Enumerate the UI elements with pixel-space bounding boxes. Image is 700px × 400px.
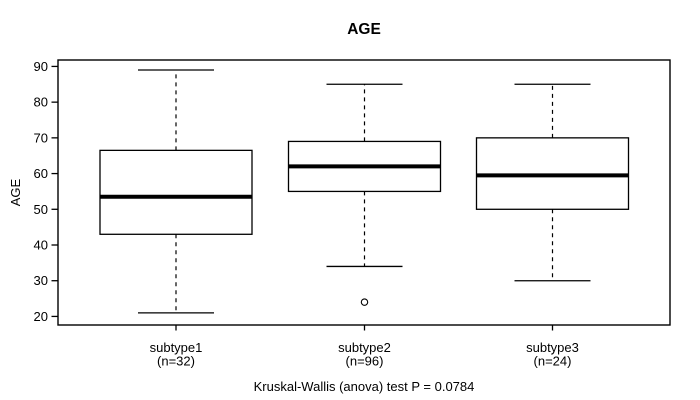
y-tick-label: 20: [34, 309, 48, 324]
stat-test-caption: Kruskal-Wallis (anova) test P = 0.0784: [254, 379, 475, 394]
boxplot-group: [99, 69, 253, 314]
y-tick-label: 70: [34, 130, 48, 145]
group-label: subtype1: [150, 340, 203, 355]
chart-title: AGE: [347, 21, 381, 38]
y-tick-label: 50: [34, 202, 48, 217]
group-label: subtype3: [526, 340, 579, 355]
iqr-box: [99, 149, 253, 235]
outlier-point: [360, 298, 369, 306]
group-label: subtype2: [338, 340, 391, 355]
group-count-label: (n=24): [534, 354, 572, 369]
boxplot-group: [475, 83, 630, 282]
x-axis-labels: subtype1(n=32) subtype2(n=96) subtype3(n=2…: [150, 325, 579, 369]
y-axis-ticks: 20 30 40 50 60 70 80 90: [34, 59, 58, 324]
y-axis-title: AGE: [8, 178, 23, 206]
boxplot-groups: [99, 69, 630, 314]
boxplot-group: [287, 83, 442, 306]
y-tick-label: 90: [34, 59, 48, 74]
y-tick-label: 80: [34, 95, 48, 110]
y-tick-label: 60: [34, 166, 48, 181]
group-count-label: (n=32): [157, 354, 195, 369]
y-tick-label: 40: [34, 238, 48, 253]
y-tick-label: 30: [34, 273, 48, 288]
group-count-label: (n=96): [346, 354, 384, 369]
